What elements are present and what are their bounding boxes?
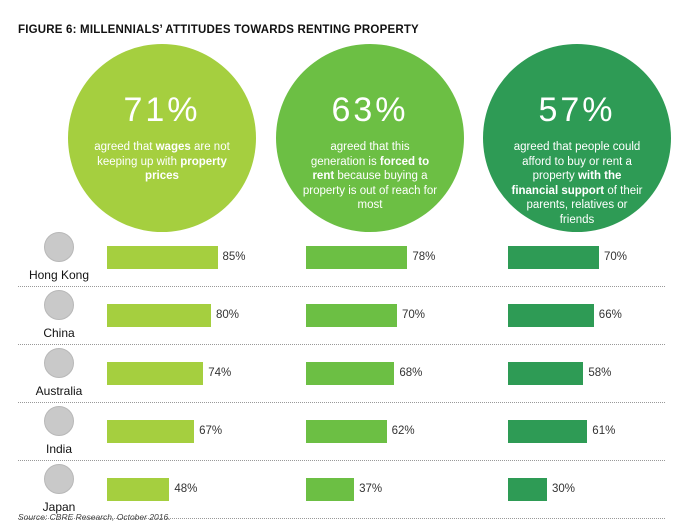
bar-value-label: 66% [598, 309, 622, 321]
bar-series-1 [107, 478, 170, 501]
country-row: Hong Kong 85% 78% 70% [18, 228, 665, 287]
headline-percent-2: 63% [331, 91, 409, 129]
bar-value-label: 67% [199, 425, 223, 437]
headline-description-1: agreed that wages are not keeping up wit… [94, 140, 230, 184]
bar-value-label: 48% [174, 483, 198, 495]
description-segment: agreed that this generation is [310, 141, 410, 168]
china-flag-icon [44, 290, 74, 320]
country-label: India [45, 442, 73, 456]
bar-series-1 [107, 304, 211, 327]
japan-flag-icon [44, 464, 74, 494]
headline-circle-2: 63% agreed that this generation is forced… [276, 44, 464, 232]
description-segment: forced to rent [312, 155, 430, 183]
bar-series-3 [508, 246, 599, 269]
headline-description-3: agreed that people could afford to buy o… [509, 140, 645, 227]
bar-series-3 [508, 304, 594, 327]
bar-value-label: 78% [412, 251, 436, 263]
description-segment: because buying a property is out of reac… [302, 170, 438, 211]
country-row: China 80% 70% 66% [18, 286, 665, 345]
bar-series-3 [508, 478, 547, 501]
country-label: China [43, 326, 75, 340]
bar-series-2 [306, 420, 387, 443]
headline-circle-1: 71% agreed that wages are not keeping up … [68, 44, 256, 232]
bar-series-2 [306, 362, 395, 385]
source-note: Source: CBRE Research, October 2016. [18, 512, 171, 522]
headline-percent-1: 71% [123, 91, 201, 129]
bar-series-1 [107, 420, 195, 443]
bar-series-3 [508, 362, 584, 385]
bar-value-label: 68% [399, 367, 423, 379]
bar-value-label: 70% [604, 251, 628, 263]
bar-value-label: 70% [402, 309, 426, 321]
headline-percent-3: 57% [538, 91, 616, 129]
bar-value-label: 61% [592, 425, 616, 437]
australia-flag-icon [44, 348, 74, 378]
description-segment: property prices [145, 155, 227, 183]
bar-series-1 [107, 362, 204, 385]
country-label: Hong Kong [28, 268, 90, 282]
bar-value-label: 37% [359, 483, 383, 495]
hong-kong-flag-icon [44, 232, 74, 262]
bar-value-label: 58% [588, 367, 612, 379]
description-segment: with the financial support [511, 170, 622, 197]
bar-series-2 [306, 478, 355, 501]
bar-value-label: 62% [391, 425, 415, 437]
description-segment: agreed that [94, 141, 156, 153]
description-segment: of their parents, relatives or friends [526, 184, 643, 226]
bar-value-label: 85% [222, 251, 246, 263]
bar-series-2 [306, 304, 397, 327]
bar-value-label: 30% [552, 483, 576, 495]
bar-series-1 [107, 246, 218, 269]
bar-value-label: 74% [208, 367, 232, 379]
bar-series-2 [306, 246, 408, 269]
figure-title: FIGURE 6: MILLENNIALS’ ATTITUDES TOWARDS… [18, 24, 419, 36]
country-label: Japan [42, 500, 76, 514]
description-segment: are not keeping up with [97, 141, 230, 168]
description-segment: agreed that people could afford to buy o… [513, 141, 641, 182]
bar-value-label: 80% [216, 309, 240, 321]
india-flag-icon [44, 406, 74, 436]
description-segment: wages [155, 141, 191, 153]
bar-series-3 [508, 420, 588, 443]
country-row: Australia 74% 68% 58% [18, 344, 665, 403]
country-row: Japan 48% 37% 30% [18, 460, 665, 519]
headline-description-2: agreed that this generation is forced to… [302, 140, 438, 213]
country-row: India 67% 62% 61% [18, 402, 665, 461]
headline-circle-3: 57% agreed that people could afford to bu… [483, 44, 671, 232]
country-label: Australia [35, 384, 83, 398]
